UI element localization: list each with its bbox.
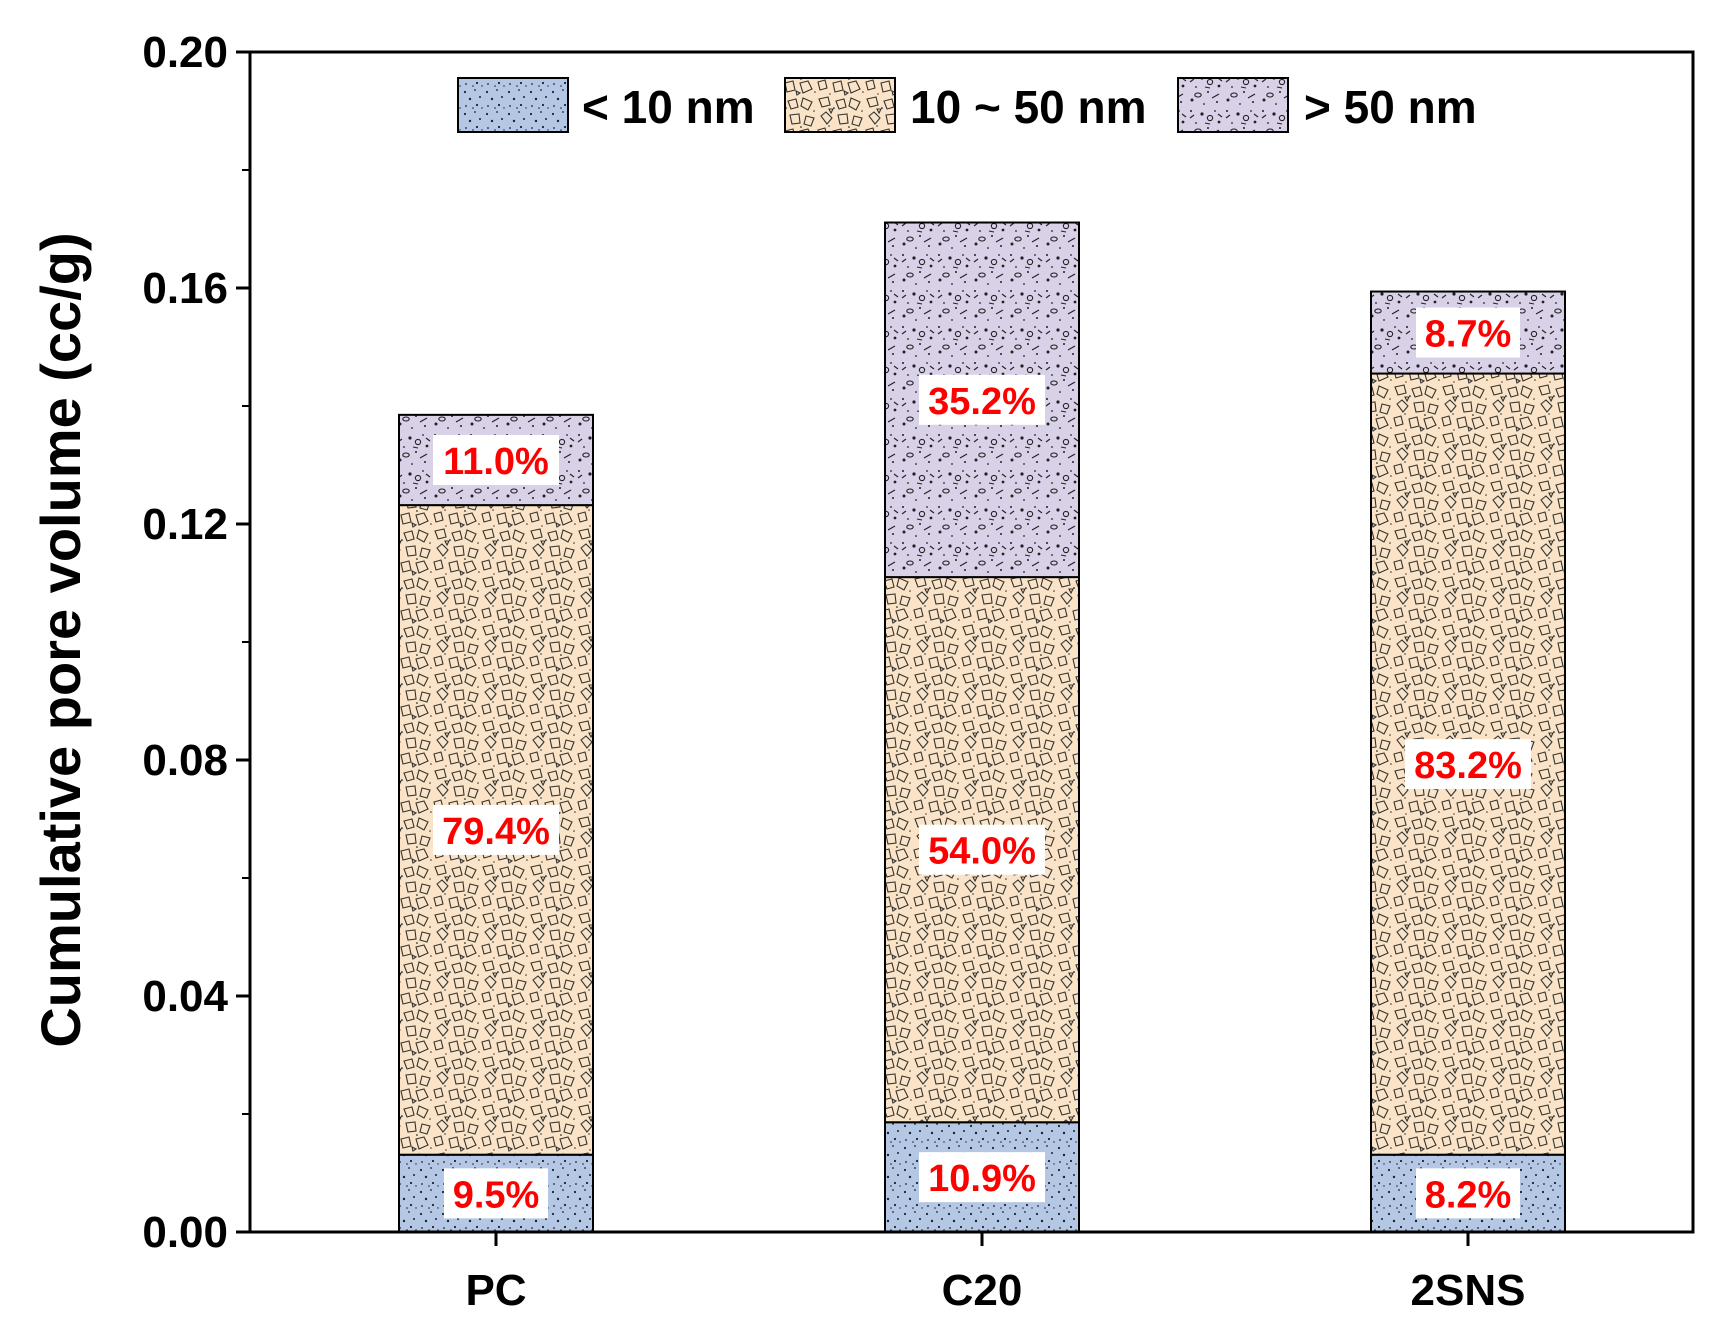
data-label: 11.0% <box>443 441 549 483</box>
data-label: 8.2% <box>1425 1174 1512 1216</box>
x-tick-label: PC <box>465 1266 526 1315</box>
data-label-background <box>919 1152 1045 1203</box>
data-label: 83.2% <box>1414 745 1522 787</box>
y-axis-title: Cumulative pore volume (cc/g) <box>29 232 92 1047</box>
legend-label-small-pores: < 10 nm <box>582 81 755 133</box>
y-tick-label: 0.20 <box>142 28 228 77</box>
legend-label-large-pores: > 50 nm <box>1304 81 1477 133</box>
plot-area: 0.00 0.04 0.08 0.12 0.16 0.20 9.5% 79.4% 11.0% PC… <box>142 28 1566 1315</box>
y-tick-label: 0.16 <box>142 264 228 313</box>
legend-item-medium-pores: 10 ~ 50 nm <box>784 77 1147 133</box>
y-tick-label: 0.00 <box>142 1208 228 1257</box>
plot-frame <box>248 50 1695 1234</box>
data-label: 54.0% <box>928 831 1036 873</box>
x-tick-label: C20 <box>942 1266 1023 1315</box>
data-label-background <box>1405 739 1531 790</box>
legend-item-small-pores: < 10 nm <box>457 77 755 133</box>
legend-label-medium-pores: 10 ~ 50 nm <box>910 81 1147 133</box>
x-tick-label: 2SNS <box>1411 1266 1526 1315</box>
y-tick-label: 0.08 <box>142 736 228 785</box>
data-label-background <box>1416 307 1520 358</box>
data-label: 79.4% <box>442 811 550 853</box>
data-label-background <box>444 1168 548 1219</box>
data-label-background <box>919 824 1045 875</box>
data-label: 10.9% <box>928 1158 1036 1200</box>
legend-item-large-pores: > 50 nm <box>1177 77 1477 133</box>
legend: < 10 nm 10 ~ 50 nm > 50 nm <box>457 77 1477 133</box>
data-label: 35.2% <box>928 381 1036 423</box>
data-label-background <box>433 804 559 855</box>
y-tick-label: 0.12 <box>142 500 228 549</box>
y-tick-label: 0.04 <box>142 972 228 1021</box>
data-label-background <box>433 434 559 485</box>
legend-swatch-large-pores <box>1177 77 1289 133</box>
legend-swatch-small-pores <box>457 77 569 133</box>
data-label: 8.7% <box>1425 314 1512 356</box>
data-label-background <box>1416 1168 1520 1219</box>
data-label: 9.5% <box>453 1174 540 1216</box>
legend-swatch-medium-pores <box>784 77 896 133</box>
data-label-background <box>919 374 1045 425</box>
